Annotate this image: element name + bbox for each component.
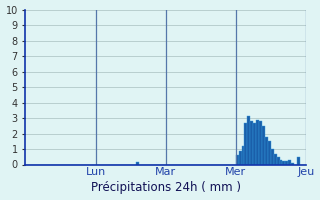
- Bar: [242, 146, 244, 164]
- Bar: [291, 163, 294, 164]
- Bar: [244, 123, 247, 164]
- Bar: [283, 161, 285, 164]
- Bar: [262, 126, 265, 164]
- Bar: [250, 121, 253, 164]
- Bar: [239, 151, 242, 164]
- Bar: [285, 161, 288, 164]
- Bar: [274, 154, 276, 164]
- Bar: [247, 116, 250, 164]
- Bar: [253, 123, 256, 164]
- X-axis label: Précipitations 24h ( mm ): Précipitations 24h ( mm ): [91, 181, 241, 194]
- Bar: [265, 137, 268, 164]
- Bar: [271, 149, 274, 164]
- Bar: [268, 141, 271, 164]
- Bar: [276, 157, 280, 164]
- Bar: [236, 155, 239, 164]
- Bar: [280, 160, 283, 164]
- Bar: [288, 160, 291, 164]
- Bar: [297, 157, 300, 164]
- Bar: [256, 120, 259, 164]
- Bar: [259, 121, 262, 164]
- Bar: [136, 162, 139, 164]
